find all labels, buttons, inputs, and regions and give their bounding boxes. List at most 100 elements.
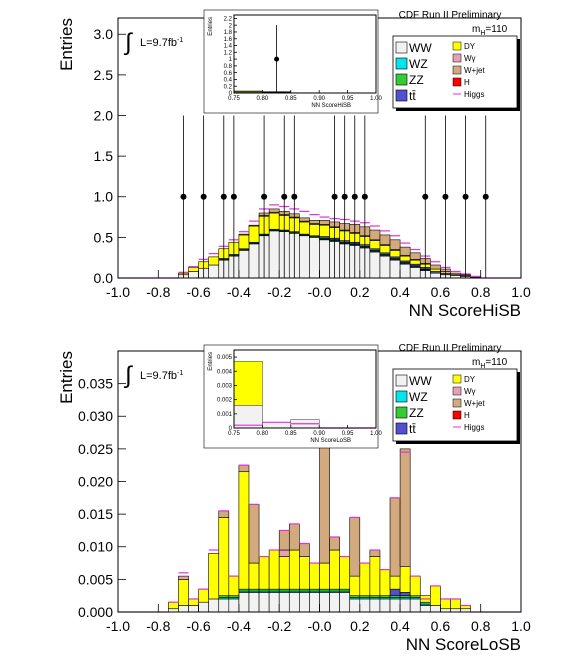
- hist-bar: [319, 224, 330, 237]
- hist-bar: [379, 245, 391, 254]
- legend-label: WZ: [409, 57, 428, 71]
- axes-frame: [233, 14, 377, 94]
- x-tick-label: -0.4: [227, 284, 251, 300]
- hist-bar: [288, 592, 300, 613]
- hist-bar: [198, 588, 209, 603]
- hist-bar: [369, 229, 381, 241]
- x-tick-label: -1.0: [106, 284, 130, 300]
- legend-label: DY: [464, 375, 476, 384]
- x-tick-label: 0.80: [257, 96, 269, 102]
- hist-bar: [389, 575, 401, 590]
- data-point: [230, 193, 237, 200]
- y-tick-label: 0.020: [78, 473, 113, 489]
- y-tick-label: 2.0: [94, 107, 114, 123]
- hist-bar: [349, 517, 361, 577]
- y-tick-label: 3.0: [94, 26, 114, 42]
- hist-bar: [359, 598, 371, 613]
- hist-bar: [319, 562, 330, 590]
- y-tick-label: 0.001: [217, 412, 233, 418]
- y-tick-label: 2: [229, 23, 233, 29]
- y-tick-label: 0.010: [78, 539, 113, 555]
- legend-swatch: [452, 374, 462, 384]
- hist-bar: [233, 361, 263, 406]
- hist-bar: [319, 239, 330, 279]
- hist-bar: [369, 251, 381, 279]
- hist-bar: [228, 598, 240, 613]
- y-tick-label: 0.004: [217, 369, 233, 375]
- hist-bar: [389, 239, 401, 250]
- data-point: [291, 193, 298, 200]
- hist-bar: [248, 504, 260, 564]
- hist-bar: [430, 605, 441, 613]
- legend-swatch: [452, 77, 462, 87]
- hist-bar: [268, 592, 280, 613]
- mass-part: m: [472, 24, 480, 35]
- hist-bar: [218, 598, 230, 613]
- data-point: [422, 193, 429, 200]
- hist-bar: [188, 267, 199, 272]
- legend-label: Higgs: [464, 90, 484, 99]
- hist-bar: [238, 250, 250, 279]
- legend-label: H: [464, 411, 470, 420]
- y-tick-label: 0.5: [94, 229, 114, 245]
- y-tick-label: 0.4: [224, 78, 233, 84]
- hist-bar: [319, 592, 330, 613]
- legend-swatch: [395, 57, 408, 70]
- mass-part: H: [480, 30, 485, 37]
- x-axis-label: NN ScoreHiSB: [409, 301, 521, 320]
- x-tick-label: 0.6: [431, 284, 451, 300]
- hist-bar: [299, 556, 310, 590]
- x-tick-label: 0.4: [390, 618, 410, 634]
- y-tick-label: 0.005: [217, 355, 233, 361]
- luminosity-label: L=9.7fb-1: [140, 370, 183, 382]
- hist-bar: [379, 569, 391, 596]
- hist-bar: [409, 252, 421, 260]
- axes-frame: [233, 349, 377, 429]
- legend-swatch: [452, 386, 462, 396]
- experiment-label: CDF Run II Preliminary: [399, 10, 502, 21]
- x-tick-label: -0.0: [307, 284, 331, 300]
- hist-bar: [268, 549, 280, 590]
- hist-bar: [248, 224, 260, 227]
- x-tick-label: -0.6: [187, 618, 211, 634]
- hist-bar: [299, 543, 310, 557]
- y-axis-label: Entries: [57, 18, 76, 71]
- hist-bar: [238, 234, 250, 250]
- hist-bar: [399, 598, 411, 613]
- legend-label: H: [464, 78, 470, 87]
- hist-bar: [409, 575, 421, 596]
- legend-swatch: [395, 406, 408, 419]
- x-tick-label: 0.85: [285, 96, 297, 102]
- hist-bar: [399, 263, 411, 279]
- legend-label: Wγ: [464, 54, 476, 63]
- x-tick-label: 0.4: [390, 284, 410, 300]
- data-point: [274, 56, 280, 62]
- x-tick-label: 0.2: [350, 284, 370, 300]
- hist-bar: [389, 250, 401, 258]
- y-tick-label: 0.2: [224, 84, 233, 90]
- hist-bar: [268, 212, 280, 230]
- y-tick-label: 0.000: [78, 604, 113, 620]
- hist-bar: [440, 598, 451, 610]
- hist-bar: [299, 217, 310, 222]
- legend-label: W+jet: [464, 399, 485, 408]
- hist-bar: [369, 556, 381, 596]
- mass-label: mH=110: [472, 24, 508, 37]
- hist-bar: [258, 556, 270, 590]
- hist-bar: [379, 598, 391, 613]
- hist-bar: [399, 255, 411, 262]
- hist-bar: [299, 235, 310, 279]
- hist-bar: [359, 562, 371, 596]
- y-tick-label: 0.005: [78, 571, 113, 587]
- legend-label: DY: [464, 42, 476, 51]
- x-tick-label: -0.8: [146, 618, 170, 634]
- legend-swatch: [452, 410, 462, 420]
- hist-bar: [369, 598, 381, 613]
- x-tick-label: 0.8: [471, 284, 491, 300]
- x-tick-label: 1.0: [511, 618, 531, 634]
- y-tick-label: 0: [229, 91, 233, 97]
- x-axis-label: NN ScoreLoSB: [310, 438, 351, 444]
- hist-bar: [218, 517, 230, 596]
- mass-label: mH=110: [472, 357, 508, 370]
